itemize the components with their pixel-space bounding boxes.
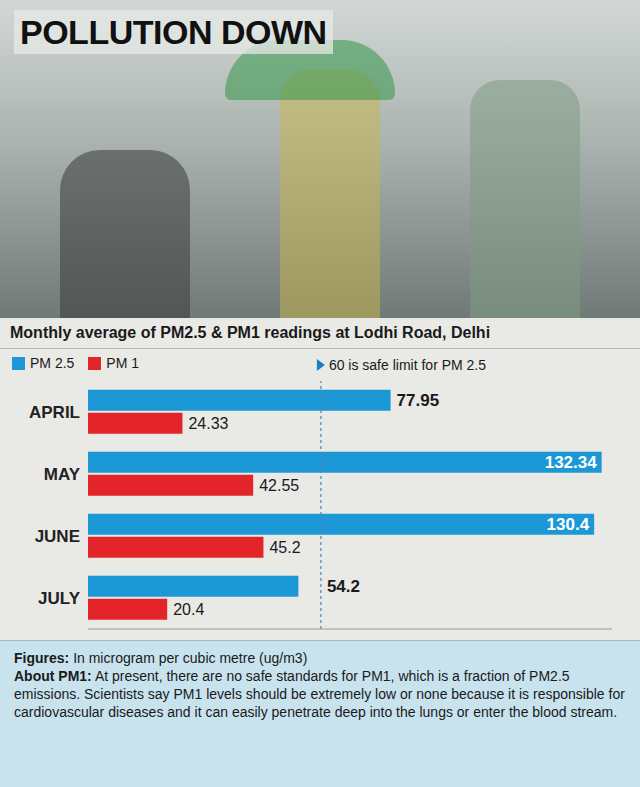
svg-text:54.2: 54.2 — [327, 577, 360, 596]
html-text:Monthly average of PM2.5 & PM1: Monthly average of PM2.5 & PM1 readings … — [10, 324, 491, 341]
svg-text:45.2: 45.2 — [269, 539, 300, 556]
svg-text:JUNE: JUNE — [35, 527, 80, 546]
svg-text:JULY: JULY — [38, 589, 81, 608]
svg-text:77.95: 77.95 — [397, 391, 440, 410]
svg-text:24.33: 24.33 — [188, 415, 228, 432]
html-text:POLLUTION DOWN: POLLUTION DOWN — [20, 13, 327, 51]
html-text:PM 1: PM 1 — [106, 355, 139, 371]
svg-text:MAY: MAY — [44, 465, 81, 484]
html-text:About PM1: At present, there a: About PM1: At present, there are no safe… — [14, 668, 625, 720]
svg-text:42.55: 42.55 — [259, 477, 299, 494]
svg-text:60 is safe limit for PM 2.5: 60 is safe limit for PM 2.5 — [329, 357, 486, 373]
svg-text:20.4: 20.4 — [173, 601, 204, 618]
html-text:Figures: In microgram per cubi: Figures: In microgram per cubic metre (u… — [14, 650, 308, 666]
svg-text:APRIL: APRIL — [29, 403, 80, 422]
svg-text:132.34: 132.34 — [545, 453, 598, 472]
svg-text:130.4: 130.4 — [547, 515, 590, 534]
html-text:PM 2.5: PM 2.5 — [30, 355, 75, 371]
